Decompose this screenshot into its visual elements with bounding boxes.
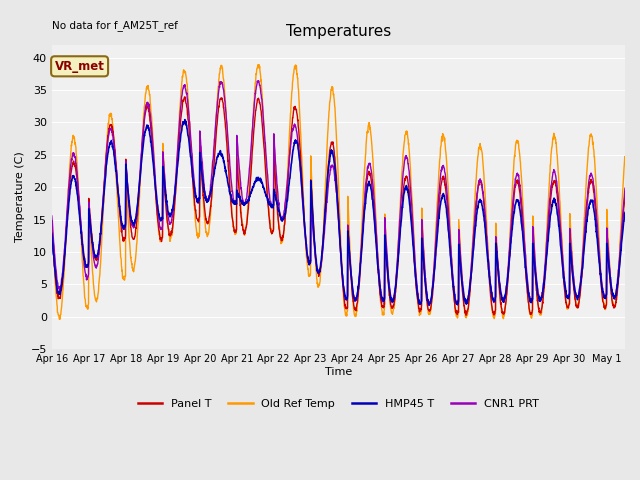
Title: Temperatures: Temperatures [286,24,391,39]
Text: VR_met: VR_met [54,60,104,73]
Text: No data for f_AM25T_ref: No data for f_AM25T_ref [52,20,178,31]
Y-axis label: Temperature (C): Temperature (C) [15,152,25,242]
Legend: Panel T, Old Ref Temp, HMP45 T, CNR1 PRT: Panel T, Old Ref Temp, HMP45 T, CNR1 PRT [133,395,543,413]
X-axis label: Time: Time [324,367,352,377]
